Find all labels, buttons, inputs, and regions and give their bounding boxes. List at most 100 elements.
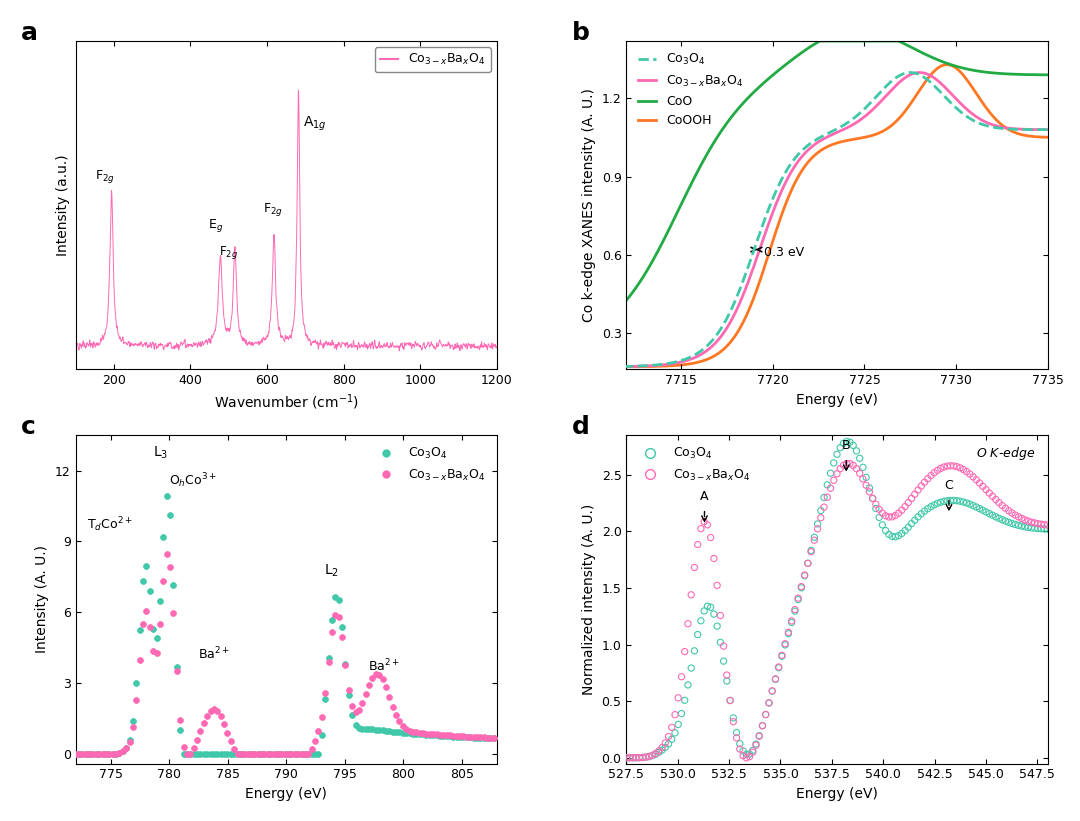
Point: [154, 530, 172, 544]
Point: [448, 729, 465, 742]
Point: [334, 621, 351, 634]
Point: [242, 747, 259, 760]
Point: [303, 743, 321, 756]
Point: [337, 658, 354, 672]
Point: [455, 730, 472, 743]
Point: [699, 518, 716, 531]
Point: [195, 716, 213, 729]
Point: [971, 476, 988, 489]
Point: [1039, 522, 1056, 535]
Point: [266, 747, 283, 760]
Point: [262, 747, 280, 760]
Point: [942, 494, 959, 507]
Point: [94, 747, 111, 760]
Point: [841, 457, 859, 470]
Point: [851, 466, 868, 479]
Point: [185, 741, 202, 754]
Point: [712, 609, 729, 622]
Point: [442, 730, 459, 743]
Point: [734, 749, 752, 762]
Point: [854, 472, 872, 485]
Point: [621, 751, 638, 764]
Point: [212, 747, 229, 760]
Point: [958, 497, 975, 510]
Point: [158, 490, 175, 503]
Point: [789, 593, 807, 606]
Text: F$_{2g}$: F$_{2g}$: [264, 201, 283, 218]
Point: [624, 751, 642, 764]
Point: [219, 726, 237, 739]
Point: [168, 660, 186, 673]
Point: [747, 739, 765, 752]
Point: [734, 745, 752, 758]
Point: [822, 466, 839, 479]
Point: [431, 729, 448, 742]
Point: [451, 730, 469, 743]
Point: [926, 498, 943, 511]
Point: [465, 731, 483, 744]
Point: [939, 494, 956, 507]
Y-axis label: Intensity (A. U.): Intensity (A. U.): [36, 545, 50, 654]
Point: [728, 732, 745, 745]
Point: [296, 747, 313, 760]
Point: [377, 724, 394, 737]
Point: [280, 747, 297, 760]
Point: [280, 747, 297, 760]
Point: [835, 437, 852, 450]
Point: [100, 747, 118, 760]
Point: [825, 456, 842, 470]
Point: [273, 747, 291, 760]
Point: [185, 747, 202, 760]
Point: [104, 747, 121, 760]
Point: [458, 730, 475, 743]
Point: [222, 747, 240, 760]
Point: [1036, 518, 1053, 531]
Point: [673, 707, 690, 720]
Point: [666, 727, 684, 740]
Point: [848, 462, 865, 475]
Point: [764, 685, 781, 698]
Point: [660, 730, 677, 743]
Point: [172, 723, 189, 736]
Point: [421, 728, 438, 741]
Point: [990, 496, 1008, 509]
Point: [786, 604, 804, 617]
Point: [158, 548, 175, 561]
Point: [330, 594, 348, 607]
Point: [239, 747, 256, 760]
Point: [861, 485, 878, 498]
Point: [783, 614, 800, 627]
Point: [1049, 523, 1066, 536]
Point: [73, 747, 91, 760]
Point: [867, 502, 885, 515]
Point: [683, 588, 700, 601]
Point: [997, 515, 1014, 528]
Point: [253, 747, 270, 760]
Point: [679, 617, 697, 631]
Point: [421, 727, 438, 741]
Point: [757, 708, 774, 721]
Text: B: B: [842, 439, 851, 452]
Point: [702, 531, 719, 544]
Point: [705, 552, 723, 565]
Point: [683, 662, 700, 675]
Point: [919, 502, 936, 516]
Point: [367, 667, 384, 681]
Point: [401, 724, 418, 737]
Point: [919, 472, 936, 485]
Point: [955, 463, 972, 476]
Point: [819, 479, 836, 492]
Point: [718, 674, 735, 687]
Text: L$_2$: L$_2$: [324, 562, 339, 579]
Point: [793, 580, 810, 593]
Point: [1003, 517, 1021, 530]
Point: [968, 473, 985, 486]
Point: [259, 747, 276, 760]
Point: [676, 694, 693, 707]
Point: [192, 725, 210, 738]
Point: [916, 475, 933, 488]
Point: [663, 721, 680, 734]
Point: [657, 741, 674, 754]
Point: [246, 747, 264, 760]
Point: [751, 730, 768, 743]
